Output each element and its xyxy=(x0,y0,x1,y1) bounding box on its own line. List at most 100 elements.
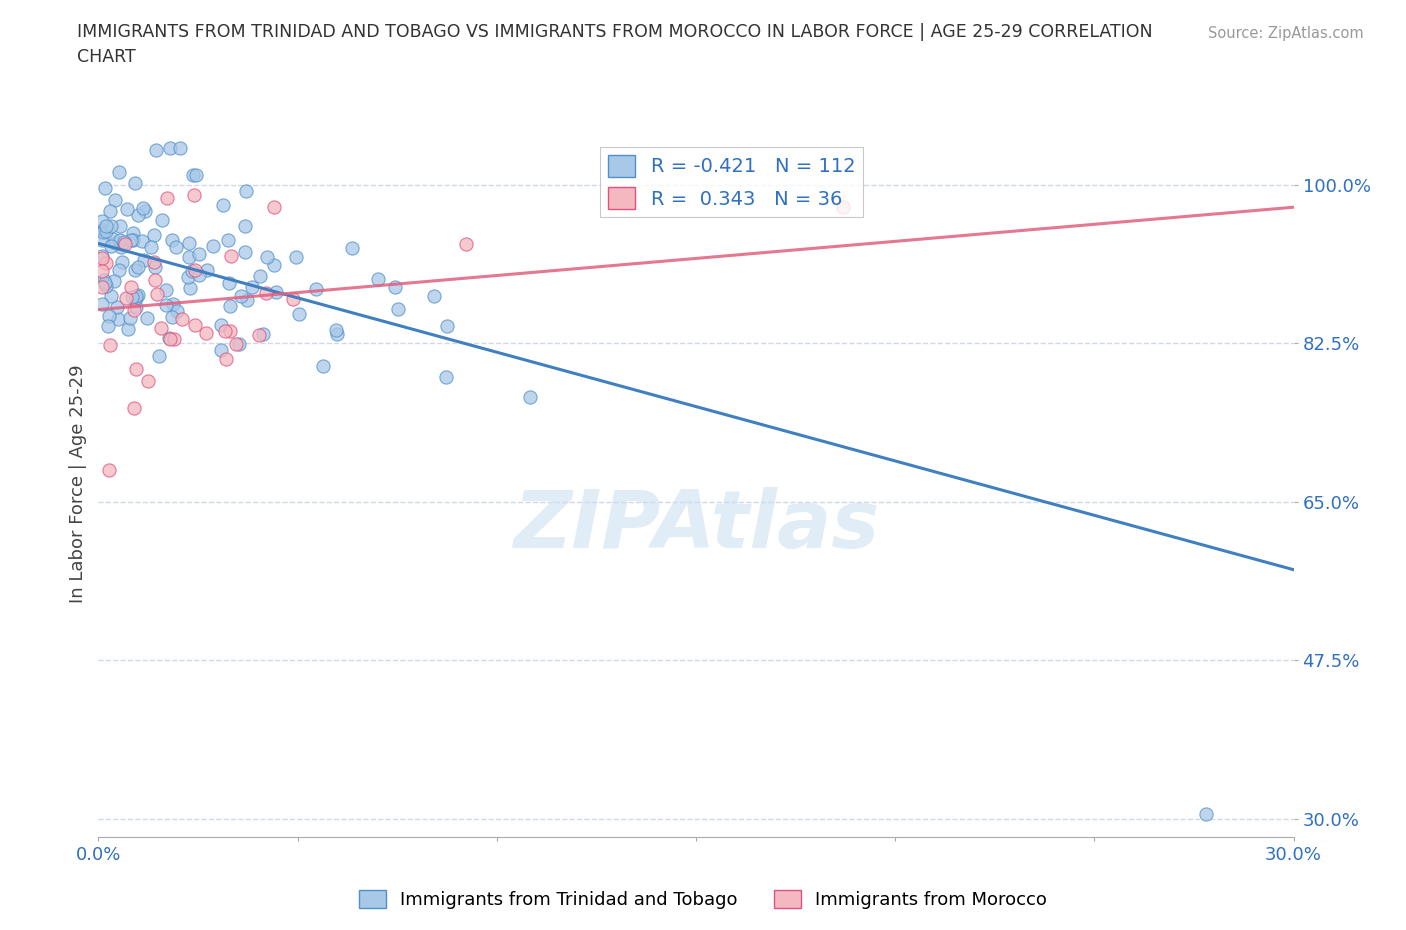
Point xyxy=(96,256,118,271)
Point xyxy=(107,312,129,327)
Point xyxy=(225,337,247,352)
Point xyxy=(155,298,177,312)
Point xyxy=(120,279,142,294)
Point xyxy=(160,310,183,325)
Point xyxy=(94,279,117,294)
Point xyxy=(93,272,115,287)
Point xyxy=(312,359,335,374)
Legend: Immigrants from Trinidad and Tobago, Immigrants from Morocco: Immigrants from Trinidad and Tobago, Imm… xyxy=(352,883,1054,916)
Point xyxy=(247,328,270,343)
Point xyxy=(256,249,278,264)
Point xyxy=(108,232,131,247)
Point xyxy=(454,237,477,252)
Point xyxy=(229,288,252,303)
Point xyxy=(94,275,117,290)
Point xyxy=(832,200,855,215)
Point xyxy=(163,331,186,346)
Point xyxy=(114,237,136,252)
Point xyxy=(139,240,162,255)
Point xyxy=(342,240,364,255)
Point xyxy=(162,297,184,312)
Point xyxy=(107,262,129,277)
Text: Source: ZipAtlas.com: Source: ZipAtlas.com xyxy=(1208,26,1364,41)
Point xyxy=(110,219,132,233)
Point xyxy=(142,254,165,269)
Point xyxy=(104,236,127,251)
Point xyxy=(287,307,309,322)
Point xyxy=(98,204,121,219)
Point xyxy=(179,249,201,264)
Point xyxy=(145,142,167,157)
Point xyxy=(96,219,118,233)
Point xyxy=(170,312,193,326)
Point xyxy=(134,203,156,218)
Point xyxy=(195,262,218,277)
Point xyxy=(91,280,114,295)
Point xyxy=(124,263,146,278)
Point xyxy=(107,165,129,179)
Point xyxy=(254,286,277,300)
Point xyxy=(98,463,121,478)
Point xyxy=(181,167,204,182)
Point xyxy=(263,258,285,272)
Point xyxy=(263,199,285,214)
Point xyxy=(149,321,172,336)
Point xyxy=(148,348,170,363)
Point xyxy=(209,318,232,333)
Y-axis label: In Labor Force | Age 25-29: In Labor Force | Age 25-29 xyxy=(69,365,87,603)
Point xyxy=(166,303,188,318)
Point xyxy=(159,331,181,346)
Point xyxy=(209,342,232,357)
Point xyxy=(252,326,274,341)
Point xyxy=(283,291,305,306)
Point xyxy=(131,233,153,248)
Point xyxy=(91,232,114,247)
Text: IMMIGRANTS FROM TRINIDAD AND TOBAGO VS IMMIGRANTS FROM MOROCCO IN LABOR FORCE | : IMMIGRANTS FROM TRINIDAD AND TOBAGO VS I… xyxy=(77,23,1153,66)
Point xyxy=(219,248,242,263)
Point xyxy=(195,326,218,340)
Point xyxy=(100,219,122,233)
Point xyxy=(157,331,180,346)
Point xyxy=(145,286,167,301)
Point xyxy=(436,318,458,333)
Point xyxy=(188,246,211,261)
Point xyxy=(100,338,122,352)
Point xyxy=(124,290,146,305)
Point xyxy=(188,267,211,282)
Point xyxy=(211,197,233,212)
Point xyxy=(91,214,114,229)
Point xyxy=(217,232,239,247)
Point xyxy=(121,289,143,304)
Point xyxy=(367,272,389,286)
Point xyxy=(94,181,117,196)
Point xyxy=(91,224,114,239)
Point xyxy=(218,275,240,290)
Point xyxy=(127,259,149,274)
Point xyxy=(100,239,122,254)
Point xyxy=(143,227,166,242)
Point xyxy=(103,274,125,289)
Point xyxy=(160,232,183,247)
Point xyxy=(94,223,117,238)
Point xyxy=(215,351,238,365)
Point xyxy=(127,207,149,222)
Point xyxy=(132,252,155,267)
Point xyxy=(184,262,207,277)
Point xyxy=(387,301,409,316)
Point xyxy=(91,297,114,312)
Point xyxy=(434,370,457,385)
Point xyxy=(124,176,146,191)
Point xyxy=(156,191,179,206)
Point xyxy=(91,250,114,265)
Point xyxy=(1195,807,1218,822)
Point xyxy=(120,232,142,247)
Point xyxy=(183,187,205,202)
Point xyxy=(326,326,349,341)
Point xyxy=(159,140,181,155)
Point xyxy=(155,283,177,298)
Point xyxy=(115,201,138,216)
Point xyxy=(100,289,122,304)
Point xyxy=(519,390,541,405)
Text: ZIPAtlas: ZIPAtlas xyxy=(513,487,879,565)
Point xyxy=(235,183,257,198)
